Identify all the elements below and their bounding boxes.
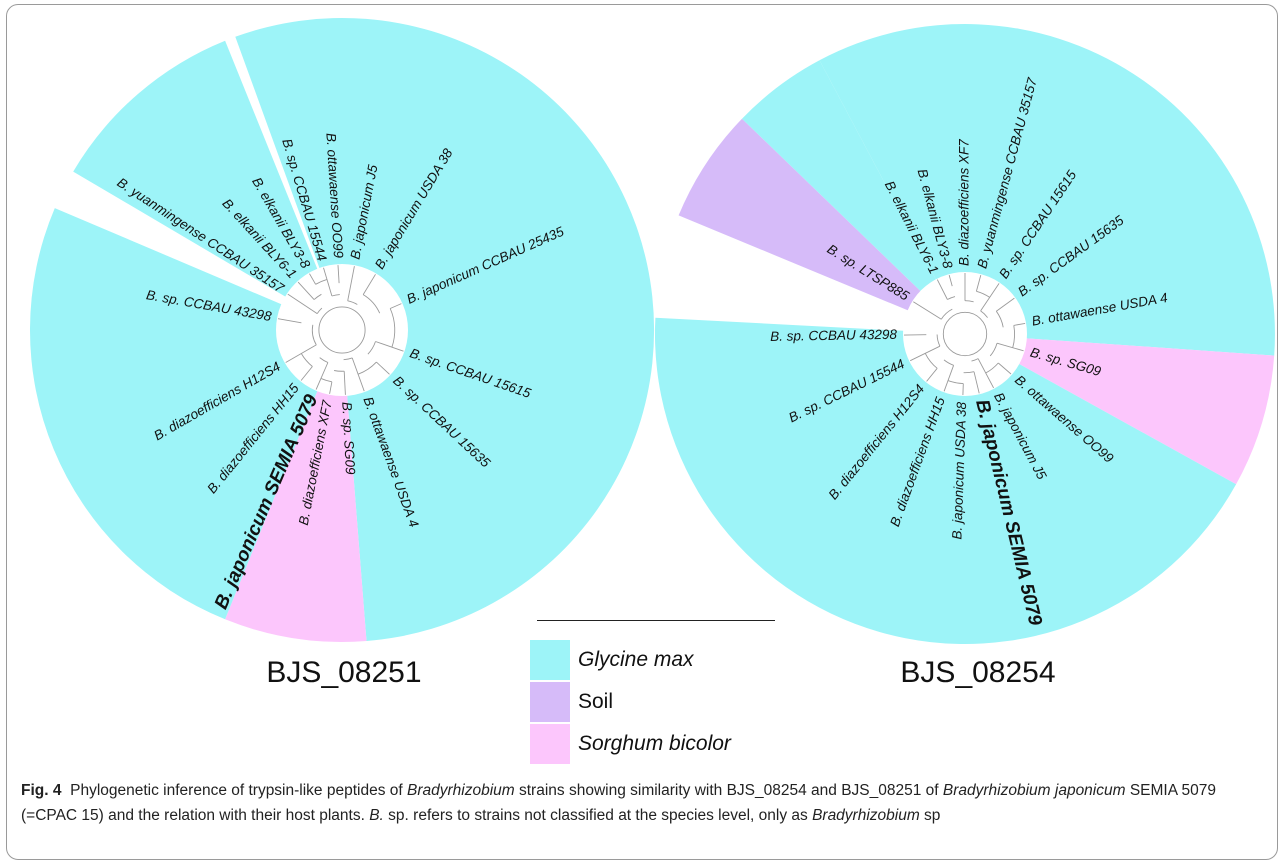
leaf-label: B. sp. SG09 (339, 401, 358, 475)
legend-swatch (530, 640, 570, 680)
host-sector (678, 118, 965, 334)
legend-label: Sorghum bicolor (578, 732, 731, 755)
legend-item-sorghum-bicolor: Sorghum bicolor (530, 724, 780, 772)
host-sector (819, 24, 1275, 356)
legend-label: Glycine max (578, 648, 694, 671)
leaf-label: B. diazoefficiens XF7 (957, 139, 972, 266)
legend-item-soil: Soil (530, 682, 780, 730)
figure-caption: Fig. 4 Phylogenetic inference of trypsin… (21, 782, 1217, 824)
tree-title-right: BJS_08254 (900, 656, 1056, 689)
legend-swatch (530, 682, 570, 722)
leaf-label: B. japonicum USDA 38 (949, 401, 969, 539)
leaf-label: B. sp. CCBAU 43298 (770, 327, 898, 344)
tree-title-left: BJS_08251 (266, 656, 422, 689)
host-sector (29, 208, 342, 620)
host-sector (235, 17, 655, 642)
figure-frame (6, 4, 1278, 860)
host-sector (73, 40, 342, 330)
tree-center-disc (276, 264, 408, 396)
caption-figure-label: Fig. 4 (21, 782, 62, 799)
legend-rule (537, 620, 775, 621)
host-sector (965, 334, 1275, 485)
tree-branches (277, 265, 404, 395)
legend-swatch (530, 724, 570, 764)
legend-item-glycine-max: Glycine max (530, 640, 780, 688)
legend-label: Soil (578, 690, 614, 713)
host-sector (225, 330, 367, 642)
host-sector (654, 317, 1237, 644)
host-sector (742, 60, 965, 335)
tree-branches (903, 273, 1026, 396)
